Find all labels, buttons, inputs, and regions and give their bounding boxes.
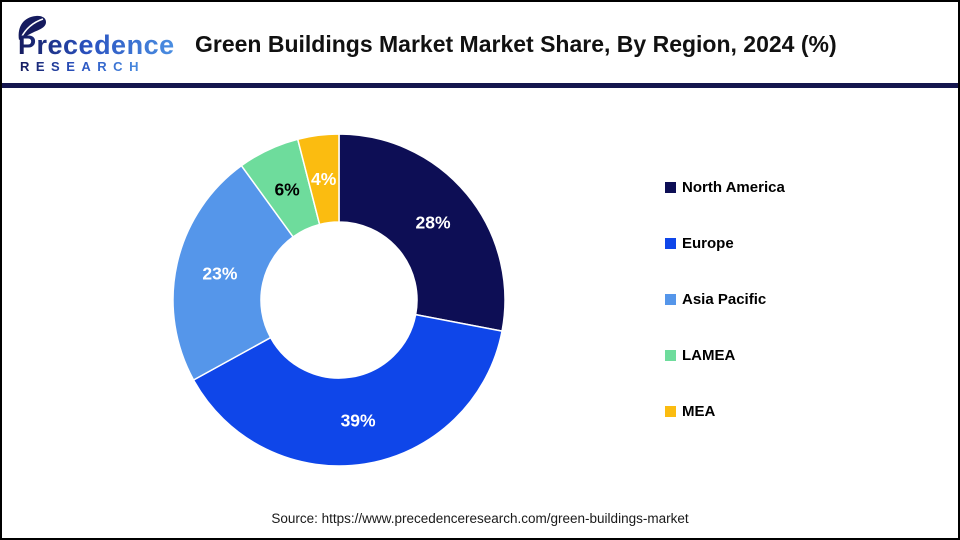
chart-area: 28% 39% 23% 6% 4% North America Europe Asia … <box>2 88 958 538</box>
legend: North America Europe Asia Pacific LAMEA … <box>665 176 785 456</box>
legend-item-europe: Europe <box>665 232 785 254</box>
logo-leaf-vein <box>20 18 44 39</box>
donut-slice-europe <box>192 313 503 467</box>
donut-slice-asia-pacific <box>172 164 295 381</box>
donut-slice-north-america <box>338 133 506 332</box>
slice-label-north-america: 28% <box>415 212 450 232</box>
logo-wordmark: Precedence <box>18 30 175 60</box>
donut-slice-mea <box>296 133 340 226</box>
legend-swatch-lamea <box>665 349 676 361</box>
legend-item-asia-pacific: Asia Pacific <box>665 288 785 310</box>
legend-item-mea: MEA <box>665 400 785 422</box>
donut-chart: 28% 39% 23% 6% 4% <box>172 133 506 467</box>
legend-label: North America <box>682 178 785 196</box>
legend-swatch-mea <box>665 405 676 417</box>
logo-leaf-icon <box>18 15 46 40</box>
legend-swatch-asia-pacific <box>665 293 676 305</box>
header-divider <box>2 83 958 88</box>
legend-swatch-north-america <box>665 181 676 193</box>
slice-label-europe: 39% <box>341 411 376 431</box>
precedence-research-logo: Precedence RESEARCH <box>18 15 175 74</box>
legend-label: Europe <box>682 234 734 252</box>
legend-item-lamea: LAMEA <box>665 344 785 366</box>
logo-subtitle: RESEARCH <box>20 59 145 74</box>
legend-label: LAMEA <box>682 346 736 364</box>
source-attribution: Source: https://www.precedenceresearch.c… <box>271 511 689 526</box>
slice-label-mea: 4% <box>311 169 337 189</box>
legend-label: Asia Pacific <box>682 290 767 308</box>
legend-swatch-europe <box>665 237 676 249</box>
slice-label-asia-pacific: 23% <box>202 264 237 284</box>
legend-item-north-america: North America <box>665 176 785 198</box>
header: Precedence RESEARCH Green Buildings Mark… <box>2 2 958 83</box>
chart-title: Green Buildings Market Market Share, By … <box>195 31 837 57</box>
slice-label-lamea: 6% <box>274 180 300 200</box>
legend-label: MEA <box>682 402 716 420</box>
